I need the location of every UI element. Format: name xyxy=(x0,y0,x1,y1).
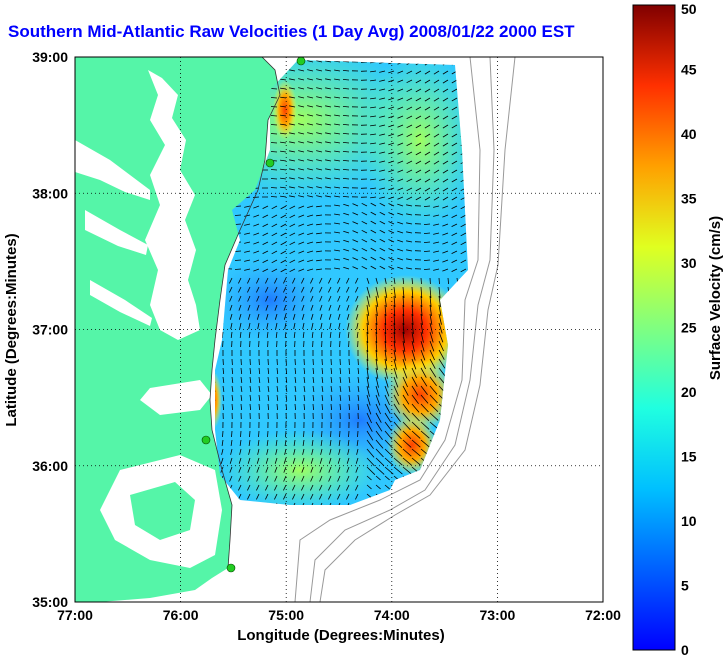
y-tick-label: 39:00 xyxy=(32,49,68,65)
x-axis-label: Longitude (Degrees:Minutes) xyxy=(237,627,445,644)
colorbar-tick-label: 0 xyxy=(681,642,689,658)
x-tick-label: 75:00 xyxy=(268,607,304,623)
y-tick-label: 38:00 xyxy=(32,185,68,201)
y-tick-label: 36:00 xyxy=(32,458,68,474)
colorbar-tick-label: 40 xyxy=(681,126,697,142)
colorbar-tick-label: 25 xyxy=(681,320,697,336)
x-axis: 77:00 76:00 75:00 74:00 73:00 72:00 xyxy=(57,607,621,623)
radar-site-marker xyxy=(201,435,211,445)
y-tick-label: 37:00 xyxy=(32,322,68,338)
bay-tributary xyxy=(90,280,152,326)
bay-tributary xyxy=(85,210,148,255)
axes-frame xyxy=(74,56,604,603)
coastline xyxy=(209,57,281,569)
x-tick-label: 73:00 xyxy=(479,607,515,623)
colorbar-tick-label: 10 xyxy=(681,513,697,529)
albemarle-sound xyxy=(140,380,212,415)
x-tick-label: 77:00 xyxy=(57,607,93,623)
radar-site-marker xyxy=(226,563,236,573)
y-axis: 39:00 38:00 37:00 36:00 35:00 xyxy=(32,49,68,610)
pamlico-land xyxy=(130,482,195,540)
x-tick-label: 76:00 xyxy=(163,607,199,623)
radar-site-marker xyxy=(296,57,306,66)
colorbar-tick-label: 15 xyxy=(681,449,697,465)
colorbar-tick-label: 35 xyxy=(681,191,697,207)
colorbar-label: Surface Velocity (cm/s) xyxy=(707,216,724,380)
colorbar-ticks: 0 5 10 15 20 25 30 35 40 45 50 xyxy=(681,1,697,658)
bathymetry-contours xyxy=(294,57,516,602)
x-tick-label: 72:00 xyxy=(585,607,621,623)
chesapeake-bay xyxy=(145,70,200,340)
colorbar xyxy=(632,4,676,651)
radar-site-marker xyxy=(265,158,275,168)
grid-lines xyxy=(75,57,603,602)
velocity-field xyxy=(215,60,468,505)
colorbar-tick-label: 20 xyxy=(681,384,697,400)
y-tick-label: 35:00 xyxy=(32,594,68,610)
x-tick-label: 74:00 xyxy=(374,607,410,623)
map-title: Southern Mid-Atlantic Raw Velocities (1 … xyxy=(8,22,575,41)
colorbar-tick-label: 50 xyxy=(681,1,697,17)
colorbar-tick-label: 5 xyxy=(681,578,689,594)
bay-tributary xyxy=(75,140,150,200)
colorbar-tick-label: 30 xyxy=(681,255,697,271)
y-axis-label: Latitude (Degrees:Minutes) xyxy=(3,233,20,426)
colorbar-tick-label: 45 xyxy=(681,62,697,78)
